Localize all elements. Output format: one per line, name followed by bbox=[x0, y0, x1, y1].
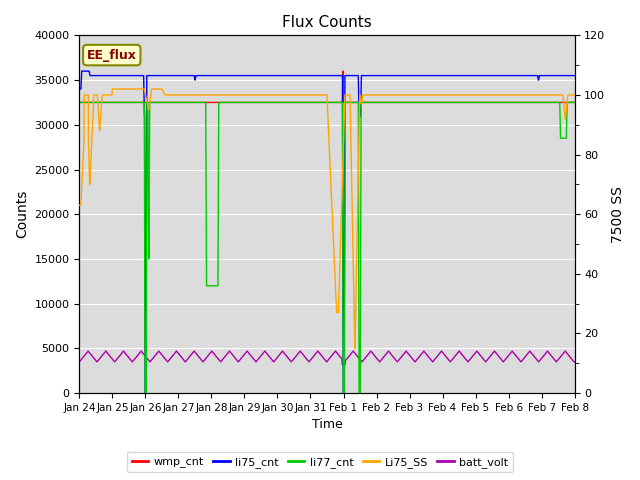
Y-axis label: Counts: Counts bbox=[15, 190, 29, 239]
Title: Flux Counts: Flux Counts bbox=[282, 15, 372, 30]
Y-axis label: 7500 SS: 7500 SS bbox=[611, 186, 625, 243]
Text: EE_flux: EE_flux bbox=[87, 48, 137, 61]
Legend: wmp_cnt, li75_cnt, li77_cnt, Li75_SS, batt_volt: wmp_cnt, li75_cnt, li77_cnt, Li75_SS, ba… bbox=[127, 452, 513, 472]
X-axis label: Time: Time bbox=[312, 419, 342, 432]
